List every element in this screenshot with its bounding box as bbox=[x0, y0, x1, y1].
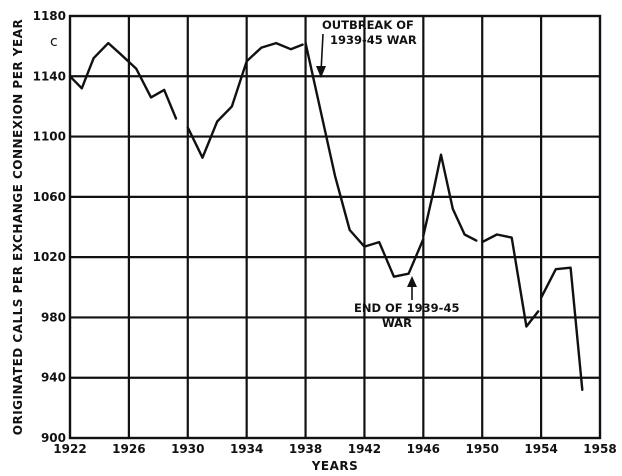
y-axis-title: ORIGINATED CALLS PER EXCHANGE CONNEXION … bbox=[11, 19, 25, 435]
y-tick-label: 1100 bbox=[33, 130, 66, 144]
annotation-outbreak-arrowhead bbox=[316, 66, 326, 78]
annotation-end-of-war: END OF 1939-45 WAR bbox=[354, 276, 459, 330]
x-tick-label: 1946 bbox=[407, 442, 440, 456]
x-tick-labels: 1922 1926 1930 1934 1938 1942 1946 1950 1954 1958 bbox=[53, 442, 616, 456]
plot-frame bbox=[68, 14, 602, 440]
x-axis-title: YEARS bbox=[311, 459, 359, 473]
y-tick-labels: 900 940 980 1020 1060 1100 1140 1180 bbox=[33, 9, 66, 445]
series-line-segment bbox=[304, 41, 425, 278]
x-tick-label: 1922 bbox=[53, 442, 86, 456]
series-line-segment bbox=[422, 153, 478, 242]
y-tick-label: 1060 bbox=[33, 190, 66, 204]
series-line-segment bbox=[186, 41, 304, 159]
annotation-outbreak-line1: OUTBREAK OF bbox=[322, 18, 414, 32]
y-tick-label: 980 bbox=[41, 310, 66, 324]
y-tick-label: 900 bbox=[41, 431, 66, 445]
y-tick-label: 1140 bbox=[33, 69, 66, 83]
corner-mark: c bbox=[50, 34, 58, 50]
annotation-end-line2: WAR bbox=[382, 316, 412, 330]
y-tick-label: 940 bbox=[41, 371, 66, 385]
x-tick-label: 1950 bbox=[466, 442, 499, 456]
series-line-segment bbox=[68, 41, 178, 120]
x-tick-label: 1954 bbox=[524, 442, 557, 456]
annotation-outbreak: OUTBREAK OF 1939-45 WAR bbox=[316, 18, 417, 78]
gridlines bbox=[70, 16, 600, 438]
series-line-segment bbox=[539, 266, 584, 391]
annotation-end-arrowhead bbox=[407, 276, 417, 287]
x-tick-label: 1926 bbox=[112, 442, 145, 456]
x-tick-label: 1934 bbox=[230, 442, 263, 456]
series-line-segment bbox=[481, 233, 540, 328]
y-tick-label: 1180 bbox=[33, 9, 66, 23]
annotation-outbreak-arrow bbox=[320, 33, 324, 73]
x-tick-label: 1958 bbox=[583, 442, 616, 456]
annotation-end-line1: END OF 1939-45 bbox=[354, 301, 459, 315]
annotation-outbreak-line2: 1939-45 WAR bbox=[330, 33, 417, 47]
y-tick-label: 1020 bbox=[33, 250, 66, 264]
data-series bbox=[68, 41, 584, 391]
x-tick-label: 1938 bbox=[289, 442, 322, 456]
x-tick-label: 1942 bbox=[348, 442, 381, 456]
x-tick-label: 1930 bbox=[171, 442, 204, 456]
